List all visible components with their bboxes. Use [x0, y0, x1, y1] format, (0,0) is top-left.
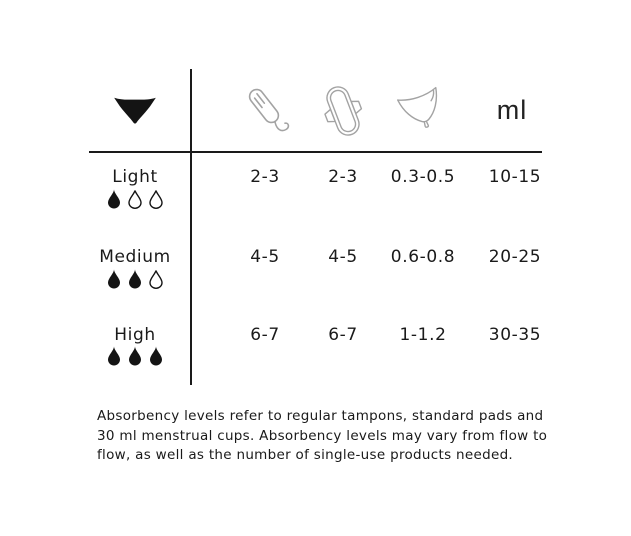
footnote: Absorbency levels refer to regular tampo… [97, 407, 547, 466]
footnote-line: 30 ml menstrual cups. Absorbency levels … [97, 427, 548, 444]
drop-empty-icon [149, 189, 163, 210]
flow-drops-light [60, 189, 210, 210]
underwear-icon [112, 93, 158, 133]
drop-filled-icon [107, 269, 121, 289]
value-medium-cup: 0.6-0.8 [390, 247, 456, 267]
drop-filled-icon [128, 269, 142, 289]
column-divider-line [190, 69, 192, 385]
value-light-tampons: 2-3 [250, 167, 280, 187]
drop-empty-icon [128, 189, 142, 210]
value-medium-pads: 4-5 [328, 247, 358, 267]
value-high-ml: 30-35 [488, 325, 542, 345]
footnote-line: Absorbency levels refer to regular tampo… [97, 408, 544, 424]
drop-filled-icon [149, 346, 163, 366]
drop-filled-icon [128, 346, 142, 366]
value-light-ml: 10-15 [488, 167, 542, 187]
value-medium-ml: 20-25 [488, 247, 542, 267]
drop-filled-icon [107, 346, 121, 366]
row-label-medium: Medium [99, 247, 171, 267]
drop-empty-icon [149, 269, 163, 290]
header-divider-line [89, 151, 542, 153]
menstrual-cup-icon [397, 86, 447, 142]
value-medium-tampons: 4-5 [250, 247, 280, 267]
value-high-pads: 6-7 [328, 325, 358, 345]
row-label-light: Light [112, 167, 158, 187]
value-high-tampons: 6-7 [250, 325, 280, 345]
footnote-line: flow, as well as the number of single-us… [97, 447, 514, 463]
drop-filled-icon [107, 189, 121, 209]
value-light-cup: 0.3-0.5 [390, 167, 456, 187]
pad-icon [317, 82, 369, 144]
flow-drops-medium [60, 269, 210, 290]
value-high-cup: 1-1.2 [399, 325, 447, 345]
ml-unit-label: ml [496, 95, 528, 125]
value-light-pads: 2-3 [328, 167, 358, 187]
flow-drops-high [60, 346, 210, 366]
tampon-icon [242, 82, 298, 144]
row-label-high: High [114, 325, 156, 345]
